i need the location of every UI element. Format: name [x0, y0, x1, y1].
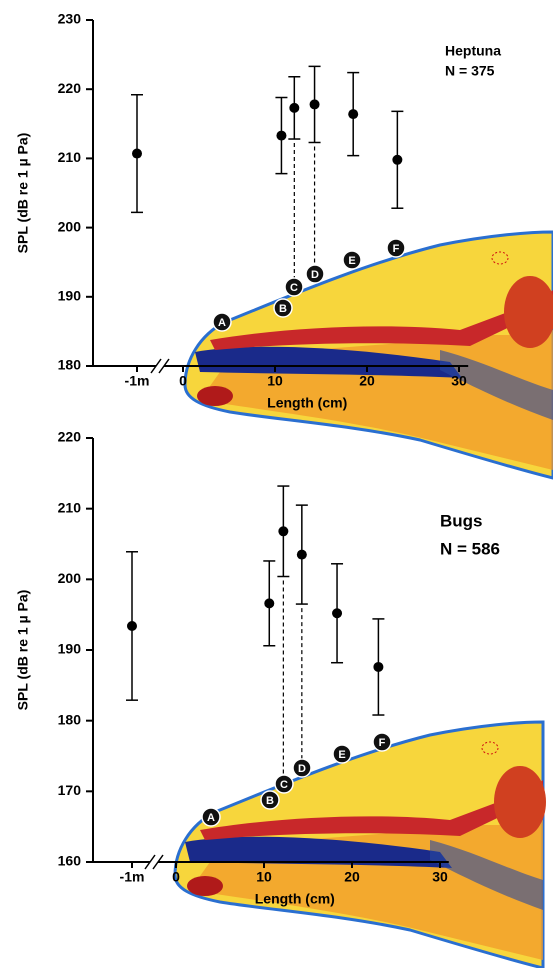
x-tick-label: 20	[344, 869, 360, 885]
y-tick-label: 220	[58, 80, 82, 96]
y-tick-label: 190	[58, 288, 82, 304]
position-marker	[273, 298, 293, 318]
x-tick-label: 10	[267, 373, 283, 389]
y-tick-label: 180	[58, 711, 82, 727]
x-tick-label: 30	[451, 373, 467, 389]
marker-label: F	[379, 737, 386, 749]
axis-break	[158, 358, 170, 374]
x-tick-label: 10	[256, 869, 272, 885]
n-label: N = 375	[445, 63, 495, 79]
y-tick-label: 190	[58, 641, 82, 657]
data-point	[373, 661, 384, 672]
position-marker	[292, 758, 312, 778]
data-point	[127, 620, 137, 631]
marker-label: A	[207, 812, 215, 824]
position-marker	[201, 807, 221, 827]
ct-image	[173, 720, 548, 968]
position-marker	[386, 238, 406, 258]
x-tick-label: 0	[179, 373, 187, 389]
x-tick-label: 30	[432, 869, 448, 885]
y-tick-label: 160	[58, 853, 82, 869]
y-tick-label: 200	[58, 218, 82, 234]
y-tick-label: 180	[58, 357, 82, 373]
y-tick-label: 210	[58, 499, 82, 515]
position-marker	[284, 277, 304, 297]
data-point	[264, 598, 275, 609]
ct-image	[183, 230, 553, 480]
x-tick-label: 0	[172, 869, 180, 885]
position-marker	[372, 732, 392, 752]
x-tick-label: 20	[359, 373, 375, 389]
x-axis-label: Length (cm)	[255, 891, 335, 907]
data-point	[296, 549, 307, 560]
y-tick-label: 170	[58, 782, 82, 798]
marker-label: D	[298, 763, 306, 775]
n-label: N = 586	[440, 539, 500, 558]
marker-label: E	[348, 255, 355, 267]
data-point	[332, 608, 343, 619]
y-tick-label: 220	[58, 429, 82, 445]
subject-label: Bugs	[440, 511, 483, 530]
marker-label: B	[279, 303, 287, 315]
data-point	[309, 99, 320, 110]
y-axis-label: SPL (dB re 1 µ Pa)	[15, 133, 31, 254]
axis-break-gap	[156, 363, 164, 369]
position-marker	[332, 744, 352, 764]
marker-label: C	[280, 779, 288, 791]
data-point	[289, 102, 300, 113]
x-axis-label: Length (cm)	[267, 395, 347, 411]
x-tick-label: -1m	[125, 373, 150, 389]
marker-label: E	[338, 749, 345, 761]
marker-label: B	[266, 795, 274, 807]
marker-label: C	[290, 282, 298, 294]
data-point	[132, 148, 142, 159]
subject-label: Heptuna	[445, 43, 501, 59]
axis-break	[144, 854, 156, 870]
y-tick-label: 230	[58, 11, 82, 27]
y-tick-label: 200	[58, 570, 82, 586]
position-marker	[305, 264, 325, 284]
axis-break	[150, 358, 162, 374]
position-marker	[342, 250, 362, 270]
axis-break-gap	[150, 859, 158, 865]
data-point	[278, 526, 289, 537]
x-tick-label: -1m	[120, 869, 145, 885]
position-marker	[274, 774, 294, 794]
marker-label: F	[393, 243, 400, 255]
data-point	[348, 109, 359, 120]
marker-label: D	[311, 269, 319, 281]
position-marker	[260, 790, 280, 810]
data-point	[276, 130, 287, 141]
y-tick-label: 210	[58, 149, 82, 165]
position-marker	[212, 312, 232, 332]
data-point	[392, 154, 403, 165]
y-axis-label: SPL (dB re 1 µ Pa)	[15, 590, 31, 711]
axis-break	[152, 854, 164, 870]
marker-label: A	[218, 317, 226, 329]
